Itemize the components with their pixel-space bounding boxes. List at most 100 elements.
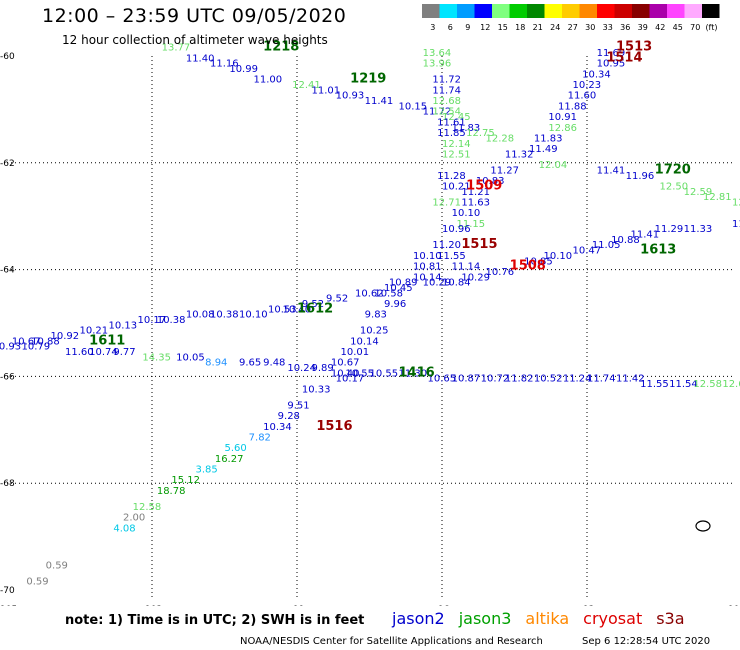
wave-height-value: 10.05	[176, 352, 205, 363]
wave-height-value: 10.74	[89, 347, 118, 358]
wave-height-value: 11.60	[568, 91, 597, 102]
wave-height-value: 10.17	[336, 374, 365, 385]
wave-height-value: 11.42	[616, 374, 645, 385]
wave-height-value: 11.28	[437, 171, 466, 182]
color-scale-label: 45	[673, 23, 683, 32]
color-scale-swatch	[579, 4, 597, 18]
wave-height-value: 12.58	[693, 379, 722, 390]
wave-height-value: 12.45	[442, 112, 471, 123]
color-scale-swatch	[597, 4, 615, 18]
color-scale-label: 3	[430, 23, 435, 32]
wave-height-value: 10.24	[287, 363, 316, 374]
pass-time-label: 1508	[510, 259, 546, 274]
wave-height-value: 11.32	[505, 149, 534, 160]
wave-height-value: 11.41	[631, 230, 660, 241]
wave-height-value: 9.52	[326, 294, 348, 305]
color-scale-label: 12	[480, 23, 490, 32]
wave-height-value: 10.14	[350, 336, 379, 347]
wave-height-value: 10.10	[239, 310, 268, 321]
legend-entry-s3a: s3a	[656, 609, 685, 628]
wave-height-value: 10.55	[345, 368, 374, 379]
color-scale-bar: 3 6 9 12 15 18 21 24 27 30 33 36 39 42 45 70 (ft)	[422, 4, 720, 32]
color-scale-swatch	[509, 4, 527, 18]
island-outline	[695, 520, 711, 532]
wave-height-value: 12.68	[432, 96, 461, 107]
wave-height-value: 0.59	[46, 561, 68, 572]
color-scale-label: 70	[690, 23, 700, 32]
axis-labels: -105 -102 -99 -96 -93 -90 -60 -62 -64 -66 -68 -70	[0, 52, 740, 606]
wave-height-value: 12.71	[432, 198, 461, 209]
wave-height-value: 11.83	[452, 123, 481, 134]
wave-height-value: 11.00	[254, 75, 283, 86]
wave-height-value: 18.78	[157, 486, 186, 497]
legend-entry-cryosat: cryosat	[583, 609, 643, 628]
wave-height-value: 10.29	[461, 272, 490, 283]
wave-height-value: 10.67	[331, 358, 360, 369]
wave-height-value: 13.64	[423, 48, 452, 59]
wave-height-value: 9.77	[113, 347, 135, 358]
wave-height-value: 12.04	[539, 160, 568, 171]
lon-tick-label: -96	[435, 605, 450, 606]
wave-height-value: 12.59	[684, 187, 713, 198]
wave-height-value: 13.96	[423, 59, 452, 70]
wave-height-value: 11.30	[399, 368, 428, 379]
pass-time-label: 1509	[466, 179, 502, 194]
wave-height-value: 10.53	[268, 304, 297, 315]
color-scale-label: 33	[603, 23, 613, 32]
lat-tick-label: -62	[0, 159, 15, 169]
color-scale-swatch	[439, 4, 457, 18]
wave-height-value: 10.93	[336, 91, 365, 102]
wave-height-value: 10.34	[582, 69, 611, 80]
wave-height-value: 9.65	[239, 358, 261, 369]
wave-height-value: 12.28	[486, 133, 515, 144]
wave-height-value: 11.74	[587, 374, 616, 385]
wave-height-value: 10.21	[442, 182, 471, 193]
wave-height-value: 10.52	[534, 374, 563, 385]
lon-tick-label: -93	[580, 605, 595, 606]
wave-height-value: 11.60	[65, 347, 94, 358]
wave-height-value: 13.77	[162, 43, 191, 54]
pass-time-label: 1516	[316, 419, 352, 434]
wave-height-value: 11.83	[534, 133, 563, 144]
color-scale-swatch	[474, 4, 492, 18]
color-scale-swatch	[527, 4, 545, 18]
color-scale-swatch	[632, 4, 650, 18]
wave-height-value: 11.33	[684, 224, 713, 235]
color-scale-swatch	[702, 4, 720, 18]
wave-height-value: 11.69	[597, 48, 626, 59]
wave-height-value: 10.79	[22, 342, 51, 353]
wave-height-value: 10.14	[413, 272, 442, 283]
wave-height-value: 10.62	[355, 288, 384, 299]
lat-tick-label: -60	[0, 52, 15, 62]
color-scale-swatch	[667, 4, 685, 18]
color-scale-label: 21	[533, 23, 543, 32]
wave-height-value: 10.95	[597, 59, 626, 70]
wave-height-value: 10.29	[423, 278, 452, 289]
wave-height-value: 10.81	[413, 262, 442, 273]
lat-tick-label: -70	[0, 586, 15, 596]
wave-height-value: 11.61	[437, 117, 466, 128]
lon-tick-label: -105	[0, 605, 17, 606]
note-text: note: 1) Time is in UTC; 2) SWH is in fe…	[65, 613, 365, 628]
wave-height-value: 12.58	[133, 502, 162, 513]
wave-height-value: 9.96	[384, 299, 406, 310]
legend-entry-jason2: jason2	[392, 609, 445, 628]
pass-time-label: 1515	[461, 237, 497, 252]
wave-height-value: 10.17	[138, 315, 167, 326]
wave-height-value: 10.38	[157, 315, 186, 326]
legend-entry-altika: altika	[525, 609, 570, 628]
color-scale-swatch	[492, 4, 510, 18]
color-scale-label: 15	[498, 23, 508, 32]
wave-height-value: 10.91	[548, 112, 577, 123]
color-scale-label: 6	[448, 23, 453, 32]
wave-height-value: 11.21	[461, 187, 490, 198]
wave-height-value: 11.55	[437, 251, 466, 262]
wave-height-value: 10.93	[0, 342, 21, 353]
wave-height-value: 9.51	[287, 400, 309, 411]
wave-height-value: 10.99	[229, 64, 258, 75]
pass-time-label: 1611	[89, 333, 125, 348]
wave-height-value: 9.28	[278, 411, 300, 422]
wave-height-value: 10.10	[544, 251, 573, 262]
wave-height-value: 11.85	[437, 128, 466, 139]
wave-height-value: 12.54	[432, 107, 461, 118]
